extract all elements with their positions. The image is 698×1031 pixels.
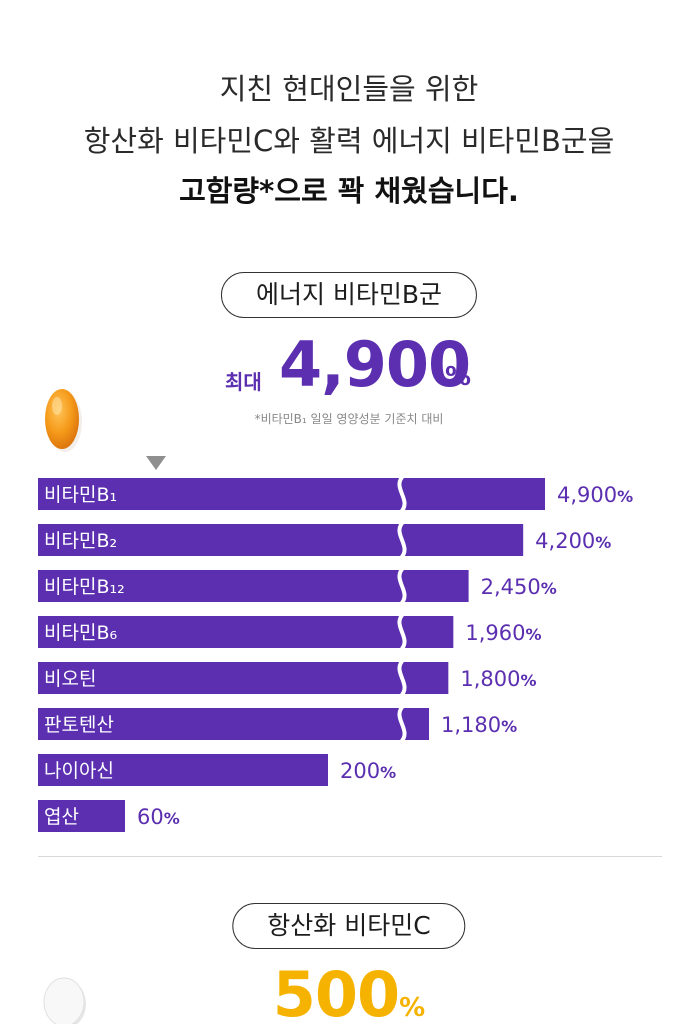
value-label-4: 1,800% <box>460 667 536 691</box>
headline-prefix: 최대 <box>225 370 262 394</box>
footnote: *비타민B₁ 일일 영양성분 기준치 대비 <box>254 412 444 426</box>
value-label-3: 1,960% <box>465 621 541 645</box>
section-pill-energy-vitamin-b: 에너지 비타민B군 <box>220 272 478 318</box>
value-label-0: 4,900% <box>557 483 633 507</box>
chart-pointer-icon <box>146 456 166 470</box>
bar-label-6: 나이아신 <box>44 760 114 782</box>
vitamin-b-bar-chart: 비타민B₁ 4,900% 비타민B₂ 4,200% 비타민B₁₂ 2,450% 비타민B₆ 1… <box>38 473 633 832</box>
vitamin-c-unit: % <box>399 993 426 1023</box>
bar-2 <box>38 570 469 602</box>
intro-line-3: 고함량*으로 꽉 채웠습니다. <box>179 174 519 208</box>
value-label-6: 200% <box>340 759 396 783</box>
axis-break-0 <box>397 473 407 515</box>
section-pill-antioxidant-vitamin-c: 항산화 비타민C <box>232 903 466 949</box>
bar-5 <box>38 708 430 740</box>
headline-vitamin-c: 500% <box>0 958 698 1031</box>
headline-value: 4,900 <box>279 328 471 401</box>
bar-label-0: 비타민B₁ <box>44 484 117 506</box>
value-label-5: 1,180% <box>441 713 517 737</box>
bar-4 <box>38 662 449 694</box>
axis-break-3 <box>397 611 407 653</box>
intro-line-2: 항산화 비타민C와 활력 에너지 비타민B군을 <box>83 124 615 158</box>
axis-break-2 <box>397 565 407 607</box>
vitamin-c-value: 500 <box>272 958 400 1031</box>
intro-line-1: 지친 현대인들을 위한 <box>219 72 479 106</box>
value-label-1: 4,200% <box>535 529 611 553</box>
value-label-7: 60% <box>137 805 180 829</box>
bar-label-2: 비타민B₁₂ <box>44 576 125 598</box>
bar-label-3: 비타민B₆ <box>44 622 117 644</box>
bar-7 <box>38 800 125 832</box>
bar-label-7: 엽산 <box>44 806 79 828</box>
bar-0 <box>38 478 545 510</box>
axis-break-4 <box>397 657 407 699</box>
value-label-2: 2,450% <box>481 575 557 599</box>
bar-3 <box>38 616 454 648</box>
axis-break-1 <box>397 519 407 561</box>
headline-max-percent: 최대 4,900 % <box>0 328 698 408</box>
orange-capsule-icon <box>45 389 82 452</box>
axis-break-5 <box>397 703 407 745</box>
section-divider <box>38 856 662 857</box>
bar-1 <box>38 524 524 556</box>
bar-label-4: 비오틴 <box>44 668 96 690</box>
bar-6 <box>38 754 328 786</box>
bar-label-1: 비타민B₂ <box>44 530 117 552</box>
headline-unit: % <box>445 362 472 392</box>
bar-label-5: 판토텐산 <box>44 714 114 736</box>
